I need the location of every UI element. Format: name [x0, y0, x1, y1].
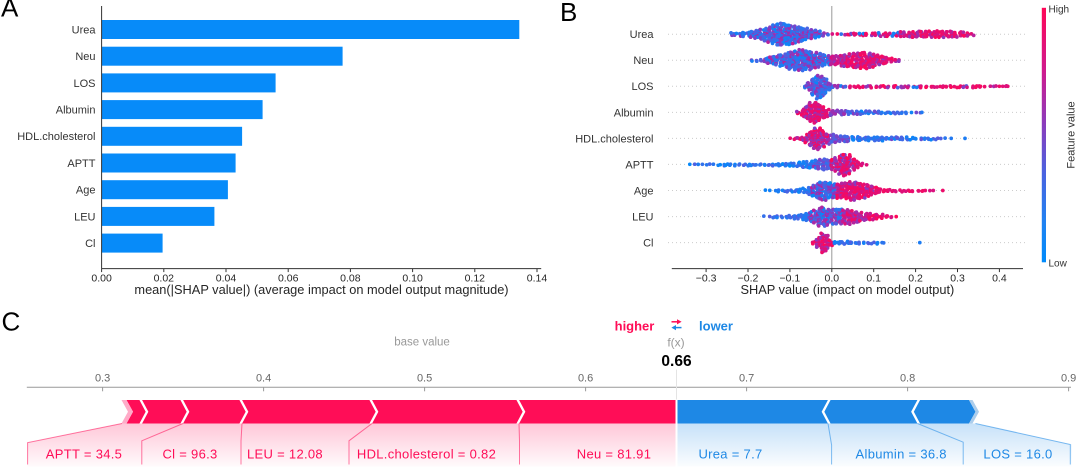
svg-text:0.08: 0.08: [340, 273, 361, 285]
svg-text:HDL.cholesterol: HDL.cholesterol: [575, 133, 653, 145]
svg-text:Neu: Neu: [75, 51, 95, 63]
svg-text:LEU = 12.08: LEU = 12.08: [247, 446, 323, 461]
svg-text:0.0: 0.0: [824, 273, 839, 285]
svg-text:Age: Age: [634, 185, 654, 197]
svg-text:0.06: 0.06: [278, 273, 299, 285]
svg-text:0.3: 0.3: [95, 373, 110, 385]
svg-text:LOS = 16.0: LOS = 16.0: [983, 446, 1052, 461]
svg-text:0.10: 0.10: [402, 273, 423, 285]
svg-text:higher: higher: [615, 319, 655, 334]
svg-text:Cl: Cl: [643, 238, 653, 250]
svg-text:A: A: [1, 0, 19, 23]
svg-text:Cl = 96.3: Cl = 96.3: [162, 446, 217, 461]
svg-text:SHAP value (impact on model ou: SHAP value (impact on model output): [740, 282, 954, 297]
svg-text:Albumin: Albumin: [614, 107, 654, 119]
svg-text:Albumin = 36.8: Albumin = 36.8: [856, 446, 947, 461]
svg-text:0.7: 0.7: [739, 373, 754, 385]
svg-text:APTT: APTT: [625, 159, 653, 171]
svg-text:0.4: 0.4: [992, 273, 1007, 285]
svg-text:LEU: LEU: [74, 211, 95, 223]
svg-text:C: C: [2, 307, 21, 337]
svg-text:0.5: 0.5: [417, 373, 432, 385]
svg-text:Feature value: Feature value: [1066, 101, 1078, 168]
svg-text:−0.1: −0.1: [780, 273, 801, 285]
svg-text:lower: lower: [699, 319, 733, 334]
svg-text:Neu: Neu: [633, 55, 653, 67]
svg-text:−0.2: −0.2: [738, 273, 759, 285]
svg-text:Albumin: Albumin: [56, 105, 96, 117]
svg-text:0.04: 0.04: [216, 273, 237, 285]
svg-text:f(x): f(x): [667, 336, 684, 350]
svg-text:Age: Age: [76, 185, 96, 197]
svg-text:0.8: 0.8: [900, 373, 915, 385]
svg-text:LEU: LEU: [632, 212, 653, 224]
svg-text:0.1: 0.1: [866, 273, 881, 285]
svg-text:HDL.cholesterol: HDL.cholesterol: [17, 131, 95, 143]
svg-text:0.00: 0.00: [91, 273, 112, 285]
svg-text:0.3: 0.3: [950, 273, 965, 285]
svg-text:HDL.cholesterol = 0.82: HDL.cholesterol = 0.82: [357, 446, 496, 461]
svg-text:0.12: 0.12: [465, 273, 486, 285]
svg-text:APTT = 34.5: APTT = 34.5: [46, 446, 122, 461]
svg-text:0.14: 0.14: [527, 273, 548, 285]
svg-text:APTT: APTT: [67, 158, 95, 170]
svg-text:0.9: 0.9: [1061, 373, 1076, 385]
svg-text:Urea = 7.7: Urea = 7.7: [698, 446, 762, 461]
svg-text:0.6: 0.6: [578, 373, 593, 385]
svg-text:High: High: [1049, 5, 1070, 16]
svg-text:0.4: 0.4: [256, 373, 271, 385]
svg-text:Low: Low: [1049, 259, 1068, 270]
svg-text:B: B: [560, 0, 577, 27]
svg-text:mean(|SHAP value|) (average im: mean(|SHAP value|) (average impact on mo…: [134, 282, 508, 297]
svg-text:−0.3: −0.3: [696, 273, 717, 285]
svg-text:0.66: 0.66: [661, 353, 692, 370]
svg-text:0.2: 0.2: [908, 273, 923, 285]
svg-text:Urea: Urea: [72, 24, 97, 36]
svg-text:Neu = 81.91: Neu = 81.91: [577, 446, 652, 461]
svg-text:Urea: Urea: [630, 29, 655, 41]
svg-text:Cl: Cl: [85, 238, 95, 250]
svg-text:LOS: LOS: [631, 81, 653, 93]
svg-text:base value: base value: [394, 337, 450, 349]
svg-text:0.02: 0.02: [154, 273, 175, 285]
svg-text:LOS: LOS: [73, 78, 95, 90]
